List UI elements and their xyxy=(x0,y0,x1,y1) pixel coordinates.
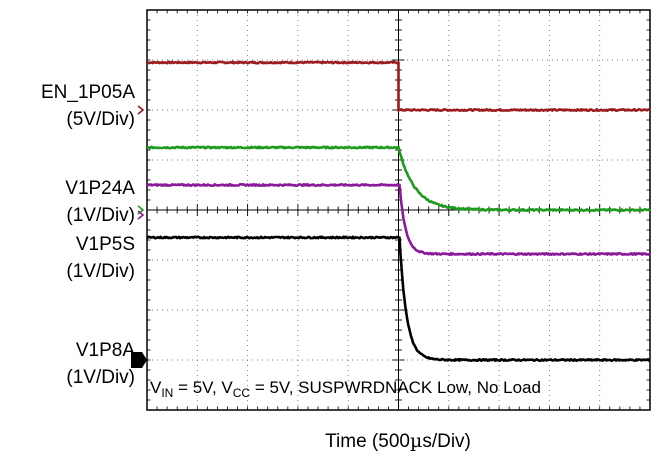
vcc-value: = 5V, SUSPWRDNACK Low, No Load xyxy=(250,378,541,397)
trace-en-1p05a xyxy=(146,60,651,112)
channel-label-v1p8a: V1P8A xyxy=(76,340,135,361)
channel-scale-v1p5s: (1V/Div) xyxy=(66,261,135,282)
channel-markers xyxy=(131,105,147,368)
marker-v1p8a xyxy=(131,352,147,368)
channel-label-v1p24a: V1P24A xyxy=(65,178,135,199)
trace-v1p24a xyxy=(146,145,651,212)
trace-v1p8a xyxy=(146,235,651,363)
conditions-annotation: VIN = 5V, VCC = 5V, SUSPWRDNACK Low, No … xyxy=(150,378,541,400)
x-axis-label-mu: µ xyxy=(410,430,422,452)
vcc-symbol: V xyxy=(221,378,233,397)
channel-label-en-1p05a: EN_1P05A xyxy=(41,82,135,103)
vin-subscript: IN xyxy=(161,386,173,400)
channel-scale-v1p8a: (1V/Div) xyxy=(66,367,135,388)
channel-scale-en-1p05a: (5V/Div) xyxy=(66,109,135,130)
x-axis-label: Time (500µs/Div) xyxy=(325,430,471,452)
channel-labels: EN_1P05A (5V/Div) V1P24A (1V/Div) V1P5S … xyxy=(41,82,135,388)
trace-v1p5s xyxy=(146,183,651,256)
marker-v1p5s xyxy=(137,210,145,220)
vcc-subscript: CC xyxy=(233,386,251,400)
vin-symbol: V xyxy=(150,378,162,397)
channel-scale-v1p24a: (1V/Div) xyxy=(66,205,135,226)
vin-value: = 5V, xyxy=(173,378,221,397)
x-axis-label-main: Time (500 xyxy=(325,431,410,452)
traces xyxy=(146,60,651,363)
marker-en-1p05a xyxy=(137,105,145,115)
x-axis-label-unit: s/Div) xyxy=(422,431,471,452)
channel-label-v1p5s: V1P5S xyxy=(76,234,135,255)
